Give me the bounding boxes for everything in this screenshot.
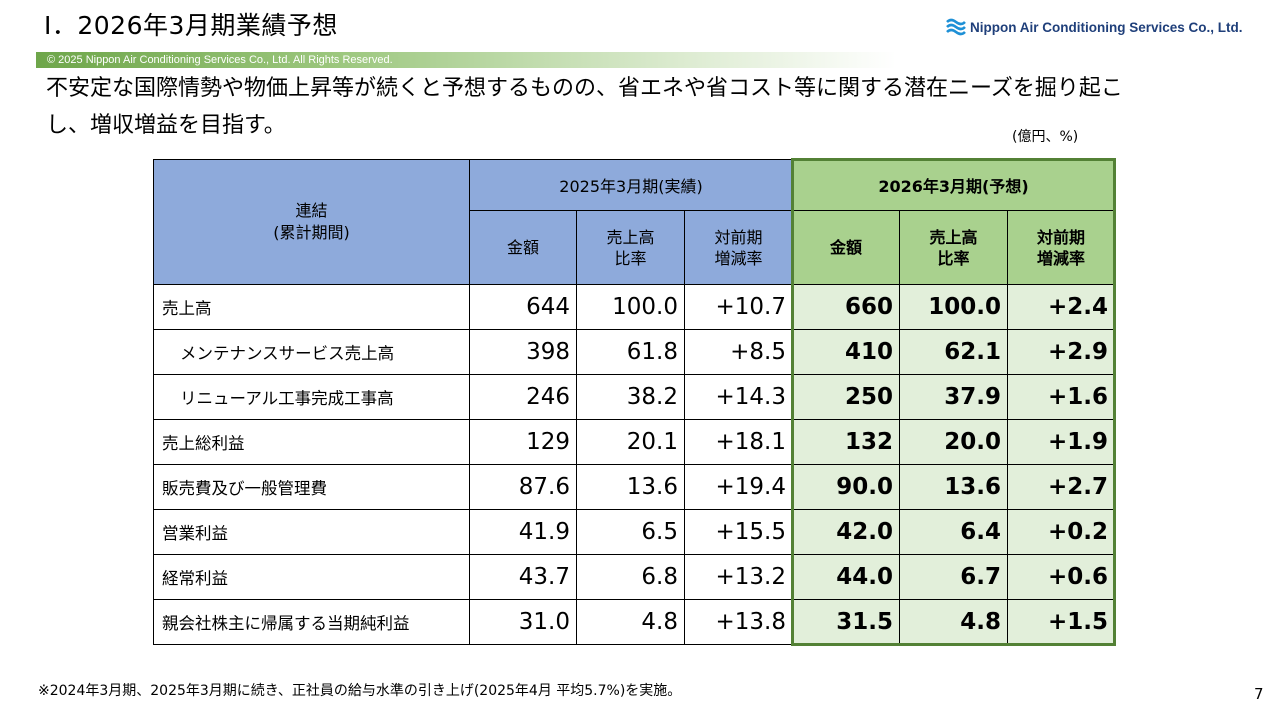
- prev-change: +14.3: [684, 374, 793, 420]
- forecast-amount-header: 金額: [792, 210, 900, 285]
- forecast-change: +0.6: [1007, 554, 1115, 600]
- prev-amount: 398: [469, 329, 577, 375]
- table-row: 売上高 644 100.0 +10.7 660 100.0 +2.4: [153, 284, 1115, 330]
- prev-change: +10.7: [684, 284, 793, 330]
- prev-ratio: 6.8: [576, 554, 685, 600]
- corner-line-2: (累計期間): [273, 223, 350, 242]
- forecast-amount: 31.5: [792, 599, 900, 645]
- prev-change: +15.5: [684, 509, 793, 555]
- company-name: Nippon Air Conditioning Services Co., Lt…: [970, 19, 1243, 35]
- forecast-change: +2.4: [1007, 284, 1115, 330]
- row-label: 親会社株主に帰属する当期純利益: [153, 599, 470, 645]
- table-row: 販売費及び一般管理費 87.6 13.6 +19.4 90.0 13.6 +2.…: [153, 464, 1115, 510]
- page-title: Ⅰ．2026年3月期業績予想: [44, 11, 338, 40]
- forecast-amount: 90.0: [792, 464, 900, 510]
- forecast-amount: 660: [792, 284, 900, 330]
- forecast-change: +1.9: [1007, 419, 1115, 465]
- prev-ratio-header: 売上高 比率: [576, 210, 685, 285]
- forecast-ratio: 4.8: [899, 599, 1008, 645]
- company-logo: Nippon Air Conditioning Services Co., Lt…: [946, 18, 1243, 36]
- forecast-change: +2.9: [1007, 329, 1115, 375]
- row-label: 経常利益: [153, 554, 470, 600]
- forecast-change: +2.7: [1007, 464, 1115, 510]
- prev-period-header: 2025年3月期(実績): [469, 159, 793, 211]
- row-label: リニューアル工事完成工事高: [153, 374, 470, 420]
- prev-amount: 246: [469, 374, 577, 420]
- row-label: 売上高: [153, 284, 470, 330]
- corner-line-1: 連結: [295, 201, 328, 220]
- prev-ratio: 6.5: [576, 509, 685, 555]
- row-label: 売上総利益: [153, 419, 470, 465]
- page-number: 7: [1254, 685, 1264, 703]
- forecast-amount: 250: [792, 374, 900, 420]
- forecast-change: +0.2: [1007, 509, 1115, 555]
- row-label: メンテナンスサービス売上高: [153, 329, 470, 375]
- table-corner-header: 連結 (累計期間): [153, 159, 470, 285]
- forecast-change-header: 対前期 増減率: [1007, 210, 1115, 285]
- prev-amount: 129: [469, 419, 577, 465]
- prev-amount: 41.9: [469, 509, 577, 555]
- table-row: 売上総利益 129 20.1 +18.1 132 20.0 +1.9: [153, 419, 1115, 465]
- prev-ratio: 13.6: [576, 464, 685, 510]
- forecast-ratio: 6.4: [899, 509, 1008, 555]
- forecast-amount: 410: [792, 329, 900, 375]
- forecast-change: +1.5: [1007, 599, 1115, 645]
- prev-ratio: 20.1: [576, 419, 685, 465]
- forecast-ratio: 62.1: [899, 329, 1008, 375]
- forecast-table: 連結 (累計期間) 2025年3月期(実績) 2026年3月期(予想) 金額 売…: [153, 159, 1115, 645]
- table-row: 経常利益 43.7 6.8 +13.2 44.0 6.7 +0.6: [153, 554, 1115, 600]
- prev-change: +13.2: [684, 554, 793, 600]
- forecast-ratio: 13.6: [899, 464, 1008, 510]
- forecast-ratio: 100.0: [899, 284, 1008, 330]
- prev-change: +13.8: [684, 599, 793, 645]
- table-row: 親会社株主に帰属する当期純利益 31.0 4.8 +13.8 31.5 4.8 …: [153, 599, 1115, 645]
- wave-logo-icon: [946, 18, 966, 36]
- prev-amount: 87.6: [469, 464, 577, 510]
- forecast-ratio-header: 売上高 比率: [899, 210, 1008, 285]
- forecast-change: +1.6: [1007, 374, 1115, 420]
- prev-change-header: 対前期 増減率: [684, 210, 793, 285]
- forecast-ratio: 20.0: [899, 419, 1008, 465]
- prev-amount: 43.7: [469, 554, 577, 600]
- table-row: メンテナンスサービス売上高 398 61.8 +8.5 410 62.1 +2.…: [153, 329, 1115, 375]
- row-label: 営業利益: [153, 509, 470, 555]
- prev-amount: 31.0: [469, 599, 577, 645]
- prev-ratio: 100.0: [576, 284, 685, 330]
- table-row: 営業利益 41.9 6.5 +15.5 42.0 6.4 +0.2: [153, 509, 1115, 555]
- forecast-period-header: 2026年3月期(予想): [792, 159, 1115, 211]
- prev-ratio: 4.8: [576, 599, 685, 645]
- unit-label: (億円、%): [1012, 129, 1079, 145]
- prev-change: +8.5: [684, 329, 793, 375]
- prev-amount: 644: [469, 284, 577, 330]
- prev-change: +19.4: [684, 464, 793, 510]
- forecast-ratio: 6.7: [899, 554, 1008, 600]
- forecast-ratio: 37.9: [899, 374, 1008, 420]
- row-label: 販売費及び一般管理費: [153, 464, 470, 510]
- prev-change: +18.1: [684, 419, 793, 465]
- table-row: リニューアル工事完成工事高 246 38.2 +14.3 250 37.9 +1…: [153, 374, 1115, 420]
- forecast-amount: 42.0: [792, 509, 900, 555]
- forecast-amount: 44.0: [792, 554, 900, 600]
- prev-ratio: 38.2: [576, 374, 685, 420]
- prev-ratio: 61.8: [576, 329, 685, 375]
- prev-amount-header: 金額: [469, 210, 577, 285]
- footnote: ※2024年3月期、2025年3月期に続き、正社員の給与水準の引き上げ(2025…: [38, 683, 682, 699]
- lead-text: 不安定な国際情勢や物価上昇等が続くと予想するものの、省エネや省コスト等に関する潜…: [46, 76, 1123, 138]
- copyright-bar: [36, 52, 896, 68]
- copyright-text: © 2025 Nippon Air Conditioning Services …: [47, 54, 393, 66]
- forecast-amount: 132: [792, 419, 900, 465]
